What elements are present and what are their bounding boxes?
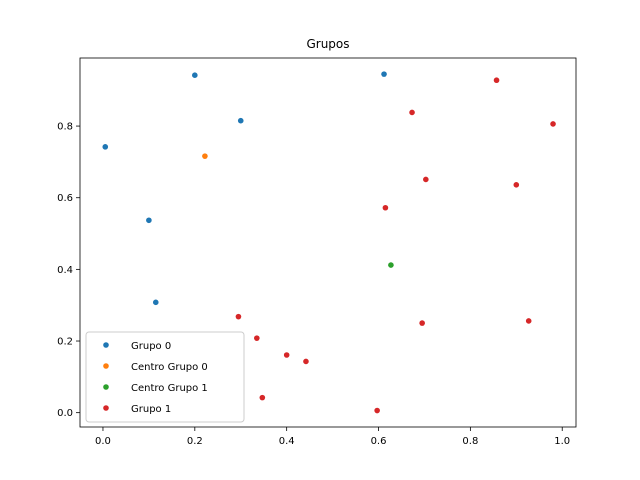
data-points — [102, 71, 556, 414]
legend-marker — [103, 405, 109, 411]
legend-marker — [103, 363, 109, 369]
data-point — [303, 358, 309, 365]
legend-label: Centro Grupo 1 — [131, 383, 208, 394]
x-tick-label: 0.4 — [279, 436, 295, 447]
data-point — [102, 144, 109, 150]
y-tick-label: 0.2 — [57, 337, 73, 348]
legend-label: Centro Grupo 0 — [131, 362, 208, 373]
data-point — [381, 71, 387, 77]
legend-label: Grupo 1 — [131, 404, 171, 415]
x-tick-label: 1.0 — [554, 436, 570, 447]
data-point — [409, 109, 415, 116]
x-tick-label: 0.2 — [187, 436, 203, 447]
data-point — [525, 318, 532, 324]
data-point — [192, 72, 198, 78]
plot-frame — [79, 57, 577, 428]
data-point — [146, 217, 152, 224]
y-tick-label: 0.0 — [57, 408, 73, 419]
data-point — [283, 352, 290, 358]
data-point — [152, 299, 159, 306]
data-point — [419, 320, 425, 326]
x-axis: 0.0 0.2 0.4 0.6 0.8 1.0 — [95, 427, 570, 447]
x-tick-label: 0.8 — [462, 436, 478, 447]
legend-box — [85, 331, 245, 423]
x-tick-label: 0.6 — [371, 436, 387, 447]
legend: Grupo 0 Centro Grupo 0 Centro Grupo 1 Grupo… — [85, 331, 245, 423]
data-point — [513, 182, 520, 188]
data-point — [388, 262, 394, 268]
data-point — [493, 77, 500, 84]
data-point — [237, 117, 244, 124]
legend-label: Grupo 0 — [131, 341, 171, 352]
y-axis: 0.0 0.2 0.4 0.6 0.8 — [57, 122, 80, 419]
chart-title: Grupos — [306, 37, 349, 51]
x-tick-label: 0.0 — [95, 436, 111, 447]
legend-marker — [103, 384, 109, 390]
data-point — [202, 153, 208, 159]
data-point — [254, 335, 260, 341]
data-point — [382, 204, 389, 211]
y-tick-label: 0.4 — [57, 265, 73, 276]
data-point — [235, 313, 242, 320]
legend-marker — [103, 342, 109, 348]
y-tick-label: 0.6 — [57, 193, 73, 204]
data-point — [423, 176, 429, 183]
data-point — [550, 121, 556, 127]
y-tick-label: 0.8 — [57, 122, 73, 133]
data-point — [374, 407, 380, 414]
data-point — [259, 394, 266, 401]
